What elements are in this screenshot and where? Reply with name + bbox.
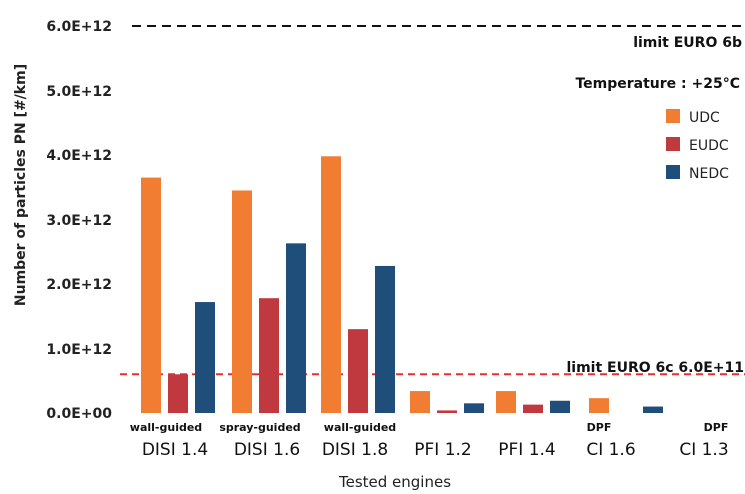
category-sublabel: wall-guided [130, 421, 202, 434]
legend-label-udc: UDC [689, 110, 720, 126]
bar-eudc [168, 374, 188, 413]
bar-udc [410, 391, 430, 413]
category-sublabels: wall-guided spray-guided wall-guided DPF… [130, 421, 729, 434]
y-tick-label: 4.0E+12 [46, 148, 112, 164]
legend-label-eudc: EUDC [689, 138, 729, 154]
y-axis-title: Number of particles PN [#/km] [13, 64, 29, 306]
category-sublabel: DPF [587, 421, 612, 434]
category-labels: DISI 1.4 DISI 1.6 DISI 1.8 PFI 1.2 PFI 1… [142, 440, 729, 460]
bar-nedc [195, 302, 215, 413]
category-sublabel: wall-guided [324, 421, 396, 434]
y-tick-labels: 0.0E+00 1.0E+12 2.0E+12 3.0E+12 4.0E+12 … [46, 19, 112, 422]
bar-eudc [348, 329, 368, 413]
legend-label-nedc: NEDC [689, 166, 729, 182]
bar-udc [232, 190, 252, 413]
category-label: CI 1.3 [679, 440, 728, 460]
category-label: DISI 1.8 [322, 440, 388, 460]
bar-nedc [464, 403, 484, 413]
y-tick-label: 5.0E+12 [46, 84, 112, 100]
x-axis-title: Tested engines [338, 473, 451, 491]
category-label: CI 1.6 [586, 440, 635, 460]
category-sublabel: spray-guided [219, 421, 300, 434]
category-label: PFI 1.2 [414, 440, 471, 460]
limit-euro-6c-label: limit EURO 6c 6.0E+11 [566, 360, 744, 376]
category-label: DISI 1.6 [234, 440, 300, 460]
category-label: DISI 1.4 [142, 440, 208, 460]
y-tick-label: 1.0E+12 [46, 342, 112, 358]
bar-eudc [523, 404, 543, 413]
bar-nedc [286, 243, 306, 413]
bar-udc [589, 398, 609, 413]
limit-euro-6b-label: limit EURO 6b [633, 35, 742, 51]
temperature-label: Temperature : +25°C [575, 76, 740, 92]
category-label: PFI 1.4 [498, 440, 555, 460]
category-sublabel: DPF [704, 421, 729, 434]
y-tick-label: 6.0E+12 [46, 19, 112, 35]
bar-udc [141, 177, 161, 413]
legend: UDC EUDC NEDC [666, 109, 729, 182]
bar-udc [496, 391, 516, 413]
y-tick-label: 3.0E+12 [46, 213, 112, 229]
bar-nedc [375, 265, 395, 413]
legend-swatch-udc [666, 109, 680, 123]
bar-nedc [643, 406, 663, 413]
bars [141, 156, 663, 414]
bar-udc [321, 156, 341, 414]
bar-nedc [550, 400, 570, 413]
legend-swatch-nedc [666, 165, 680, 179]
bar-eudc [259, 298, 279, 413]
y-tick-label: 0.0E+00 [46, 406, 112, 422]
y-tick-label: 2.0E+12 [46, 277, 112, 293]
bar-eudc [437, 410, 457, 413]
legend-swatch-eudc [666, 137, 680, 151]
